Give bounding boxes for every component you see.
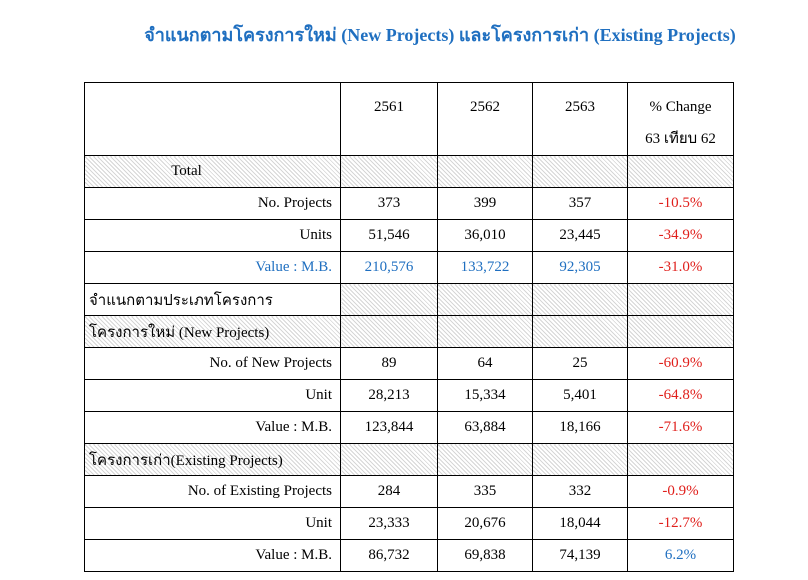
- table-row: โครงการใหม่ (New Projects): [84, 315, 734, 348]
- data-cell: -31.0%: [627, 251, 734, 284]
- header-cell: 2563: [532, 82, 628, 156]
- row-label: Value : M.B.: [84, 539, 341, 572]
- empty-cell: [627, 283, 734, 316]
- data-cell: 51,546: [340, 219, 438, 252]
- row-label: จำแนกตามประเภทโครงการ: [84, 283, 341, 316]
- table-row: จำแนกตามประเภทโครงการ: [84, 283, 734, 316]
- table-row: Value : M.B. 123,844 63,884 18,166 -71.6%: [84, 411, 734, 444]
- data-cell: 74,139: [532, 539, 628, 572]
- row-label: No. Projects: [84, 187, 341, 220]
- header-cell: 2561: [340, 82, 438, 156]
- data-cell: 373: [340, 187, 438, 220]
- empty-cell: [627, 443, 734, 476]
- data-cell: 18,044: [532, 507, 628, 540]
- data-cell: -71.6%: [627, 411, 734, 444]
- data-table: 2561 2562 2563% Change 63 เทียบ 62 Total No. …: [84, 82, 734, 572]
- data-cell: 133,722: [437, 251, 533, 284]
- data-cell: 20,676: [437, 507, 533, 540]
- empty-cell: [627, 315, 734, 348]
- table-row: Value : M.B. 86,732 69,838 74,139 6.2%: [84, 539, 734, 572]
- data-cell: 64: [437, 347, 533, 380]
- empty-cell: [532, 443, 628, 476]
- row-label: Unit: [84, 507, 341, 540]
- header-cell: % Change 63 เทียบ 62: [627, 82, 734, 156]
- empty-cell: [532, 315, 628, 348]
- data-cell: 399: [437, 187, 533, 220]
- empty-cell: [437, 443, 533, 476]
- row-label: No. of Existing Projects: [84, 475, 341, 508]
- data-cell: 6.2%: [627, 539, 734, 572]
- row-label: Value : M.B.: [84, 411, 341, 444]
- row-label: โครงการเก่า(Existing Projects): [84, 443, 341, 476]
- data-cell: 18,166: [532, 411, 628, 444]
- table-row: No. of New Projects 89 64 25 -60.9%: [84, 347, 734, 380]
- header-line: 63 เทียบ 62: [645, 131, 716, 147]
- row-label: โครงการใหม่ (New Projects): [84, 315, 341, 348]
- row-label: Value : M.B.: [84, 251, 341, 284]
- empty-cell: [340, 443, 438, 476]
- row-label: Units: [84, 219, 341, 252]
- table-row: Units 51,546 36,010 23,445 -34.9%: [84, 219, 734, 252]
- row-label: Total: [84, 155, 341, 188]
- data-cell: 284: [340, 475, 438, 508]
- header-cell: 2562: [437, 82, 533, 156]
- data-cell: 92,305: [532, 251, 628, 284]
- data-cell: 335: [437, 475, 533, 508]
- table-row: No. of Existing Projects 284 335 332 -0.9%: [84, 475, 734, 508]
- empty-cell: [340, 315, 438, 348]
- empty-cell: [437, 315, 533, 348]
- row-label: No. of New Projects: [84, 347, 341, 380]
- data-cell: 123,844: [340, 411, 438, 444]
- data-cell: -64.8%: [627, 379, 734, 412]
- data-cell: 210,576: [340, 251, 438, 284]
- table-row: Unit 23,333 20,676 18,044 -12.7%: [84, 507, 734, 540]
- data-cell: 23,445: [532, 219, 628, 252]
- empty-cell: [340, 283, 438, 316]
- table-row: Unit 28,213 15,334 5,401 -64.8%: [84, 379, 734, 412]
- empty-cell: [532, 155, 628, 188]
- data-cell: 28,213: [340, 379, 438, 412]
- data-cell: 69,838: [437, 539, 533, 572]
- table-row: โครงการเก่า(Existing Projects): [84, 443, 734, 476]
- table-row: Total: [84, 155, 734, 188]
- data-cell: -10.5%: [627, 187, 734, 220]
- empty-cell: [437, 283, 533, 316]
- data-cell: 5,401: [532, 379, 628, 412]
- table-row: No. Projects 373 399 357 -10.5%: [84, 187, 734, 220]
- row-label: Unit: [84, 379, 341, 412]
- data-cell: 357: [532, 187, 628, 220]
- data-cell: -34.9%: [627, 219, 734, 252]
- data-cell: -0.9%: [627, 475, 734, 508]
- data-cell: 63,884: [437, 411, 533, 444]
- data-cell: 86,732: [340, 539, 438, 572]
- data-cell: -12.7%: [627, 507, 734, 540]
- empty-cell: [532, 283, 628, 316]
- header-row: 2561 2562 2563 % Change 63 เทียบ 62: [84, 82, 734, 156]
- data-cell: 36,010: [437, 219, 533, 252]
- header-line: % Change: [649, 99, 712, 115]
- header-cell: [84, 82, 341, 156]
- empty-cell: [627, 155, 734, 188]
- data-cell: 15,334: [437, 379, 533, 412]
- table-row: Value : M.B. 210,576 133,722 92,305 -31.0%: [84, 251, 734, 284]
- empty-cell: [340, 155, 438, 188]
- data-cell: 25: [532, 347, 628, 380]
- data-cell: 89: [340, 347, 438, 380]
- title: จำแนกตามโครงการใหม่ (New Projects) และโค…: [144, 25, 736, 45]
- data-cell: -60.9%: [627, 347, 734, 380]
- empty-cell: [437, 155, 533, 188]
- data-cell: 332: [532, 475, 628, 508]
- data-cell: 23,333: [340, 507, 438, 540]
